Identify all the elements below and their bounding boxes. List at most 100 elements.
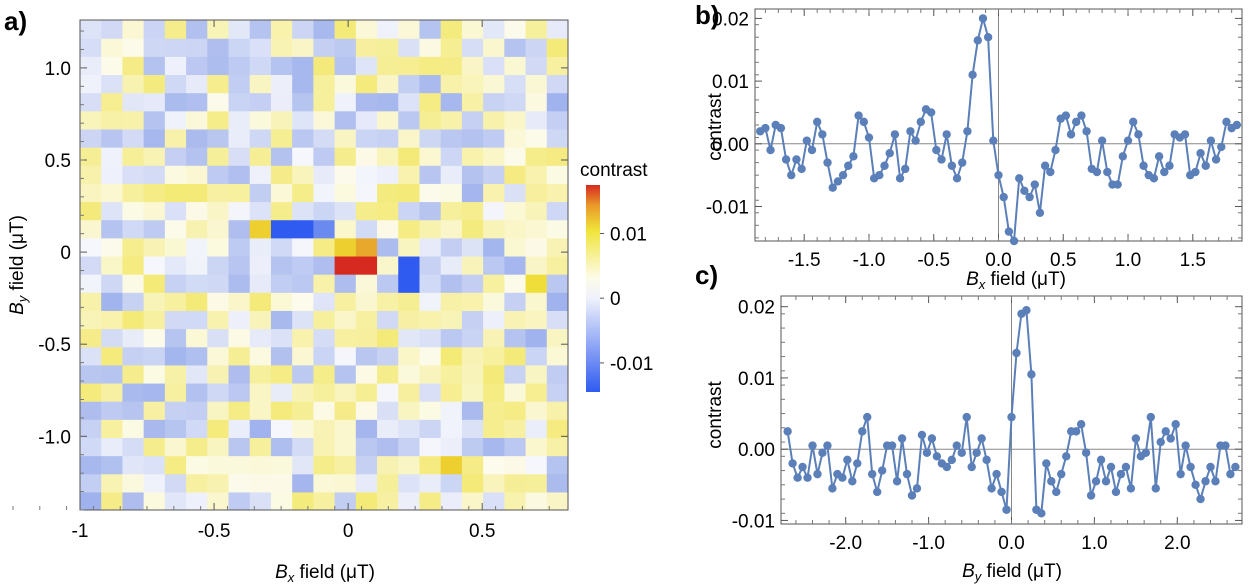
- heatmap-cell: [546, 346, 568, 366]
- chart-c-data-point: [1161, 427, 1170, 436]
- chart-b-data-point: [978, 14, 988, 23]
- heatmap-cell: [461, 491, 484, 510]
- heatmap-cell: [440, 401, 463, 420]
- heatmap-cell: [313, 237, 336, 257]
- heatmap-cell: [143, 147, 166, 166]
- heatmap-cell: [292, 364, 314, 384]
- heatmap-cell: [143, 38, 166, 57]
- heatmap-cell: [313, 401, 336, 420]
- heatmap-cell: [186, 20, 208, 39]
- chart-c-data-point: [1111, 487, 1121, 497]
- heatmap-cell: [122, 437, 145, 457]
- heatmap-cell: [101, 364, 124, 384]
- heatmap-cell: [270, 20, 293, 39]
- chart-c-data-point: [992, 469, 1001, 479]
- chart-b-data-point: [1206, 136, 1216, 145]
- heatmap-cell: [398, 201, 421, 221]
- heatmap-cell: [525, 128, 548, 148]
- heatmap-cell: [80, 346, 102, 366]
- chart-b-data-point: [864, 133, 874, 142]
- heatmap-cell: [504, 128, 527, 148]
- heatmap-cell: [186, 38, 208, 57]
- colorbar: contrast 0.01 0 -0.01: [580, 160, 653, 392]
- heatmap-cell: [292, 165, 314, 184]
- heatmap-cell: [122, 274, 145, 293]
- chart-c-data-point: [1151, 484, 1160, 493]
- chart-b-data-point: [1082, 127, 1091, 136]
- chart-b-x-axis-label: Bx field (μT): [966, 269, 1066, 292]
- heatmap-cell: [270, 292, 293, 311]
- heatmap-cell: [122, 419, 145, 439]
- heatmap-cell: [440, 455, 463, 475]
- heatmap-cell: [249, 237, 272, 257]
- heatmap-cell: [504, 20, 527, 39]
- heatmap-cell: [164, 201, 187, 221]
- heatmap-cell: [504, 401, 527, 420]
- heatmap-cell: [186, 274, 208, 293]
- chart-b-y-tick-label: 0.01: [712, 72, 749, 93]
- heatmap-cell: [186, 165, 208, 184]
- heatmap-cell: [313, 437, 336, 457]
- heatmap-cell: [525, 255, 548, 275]
- heatmap-cell: [80, 56, 102, 76]
- colorbar-label: contrast: [580, 160, 648, 181]
- chart-b-data-point: [942, 130, 951, 139]
- heatmap-cell: [546, 74, 568, 94]
- chart-c-data-point: [1086, 491, 1096, 500]
- chart-c-data-point: [1012, 348, 1021, 358]
- heatmap-cell: [440, 38, 463, 57]
- heatmap-cell: [292, 38, 314, 57]
- panel-b-label: b): [695, 0, 720, 30]
- chart-b-data-point: [849, 152, 858, 161]
- heatmap-cell: [440, 128, 463, 148]
- heatmap-cell: [440, 382, 463, 402]
- chart-c-x-tick-label: 1.0: [1081, 533, 1107, 554]
- heatmap-cell: [483, 419, 505, 439]
- chart-c-x-tick-label: 0.0: [998, 533, 1024, 554]
- heatmap-cell: [122, 20, 145, 39]
- heatmap-cell: [292, 128, 314, 148]
- heatmap-y-tick-label: -1.0: [38, 427, 71, 448]
- heatmap-cell: [546, 38, 568, 57]
- chart-c-data-point: [897, 434, 907, 443]
- heatmap-cell: [355, 364, 378, 384]
- chart-c-data-point: [1206, 462, 1215, 472]
- heatmap-cell: [249, 401, 272, 420]
- heatmap-cell: [355, 237, 378, 257]
- heatmap-cell: [377, 128, 399, 148]
- heatmap-cell: [355, 382, 378, 402]
- heatmap-cell: [334, 183, 357, 203]
- heatmap-cell: [292, 491, 314, 510]
- heatmap-cell: [504, 419, 527, 439]
- chart-c-data-point: [1027, 370, 1036, 379]
- heatmap-cell: [483, 364, 505, 384]
- chart-c-data-point: [887, 441, 897, 450]
- heatmap-cell: [249, 74, 272, 94]
- heatmap-cell: [461, 328, 484, 348]
- heatmap-cell: [249, 128, 272, 148]
- chart-c-data-point: [1076, 420, 1086, 429]
- heatmap-cell: [440, 219, 463, 239]
- heatmap-x-tick-label: -0.5: [198, 521, 231, 542]
- heatmap-cell: [461, 20, 484, 39]
- heatmap-cell: [525, 419, 548, 439]
- heatmap-cell: [249, 328, 272, 348]
- heatmap-cell: [122, 183, 145, 203]
- heatmap-cell: [249, 219, 272, 239]
- heatmap-cell: [313, 20, 336, 39]
- heatmap-cell: [440, 274, 463, 293]
- heatmap-cell: [377, 219, 399, 239]
- chart-c-data-point: [1091, 477, 1101, 486]
- chart-b-y-tick-label: 0.02: [712, 9, 749, 30]
- heatmap-cell: [419, 92, 442, 112]
- heatmap-cell: [292, 401, 314, 420]
- heatmap-cell: [80, 364, 102, 384]
- heatmap-cell: [483, 310, 505, 330]
- heatmap-cell: [249, 274, 272, 293]
- heatmap-cell: [292, 419, 314, 439]
- heatmap-cell: [355, 292, 378, 311]
- heatmap-cell: [270, 346, 293, 366]
- heatmap-cell: [101, 237, 124, 257]
- heatmap-cell: [80, 92, 102, 112]
- heatmap-cell: [525, 292, 548, 311]
